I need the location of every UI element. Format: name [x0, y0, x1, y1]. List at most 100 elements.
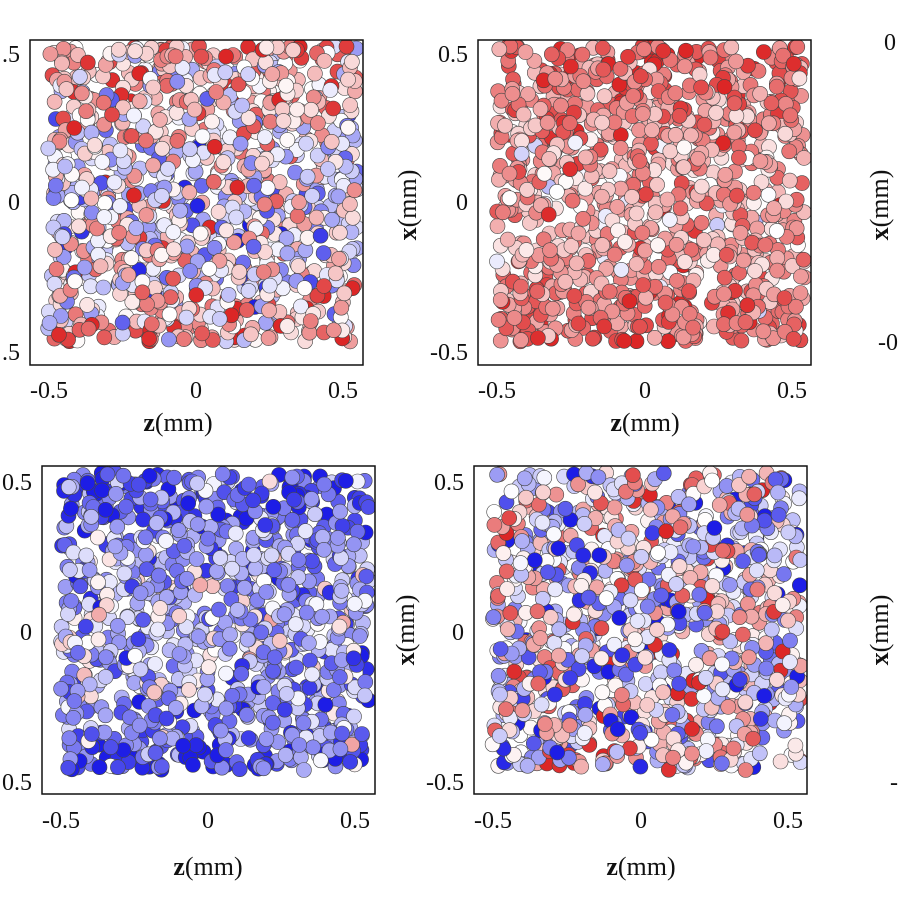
particle-point: [185, 756, 201, 773]
particle-point: [587, 484, 603, 501]
panel-top-left: .5 0 .5 -0.5 0 0.5 z(mm): [2, 39, 364, 437]
particle-point: [747, 263, 763, 279]
particle-point: [211, 311, 228, 327]
particle-point: [278, 77, 294, 94]
particle-point: [230, 76, 247, 93]
particle-point: [758, 635, 774, 652]
particle-point: [593, 620, 610, 637]
x-tick-label: 0.5: [340, 808, 370, 834]
particle-point: [540, 564, 556, 581]
panel-bottom-left: 0.5 0 0.5 -0.5 0 0.5 z(mm): [2, 465, 376, 881]
particle-point: [90, 574, 106, 591]
particle-point: [331, 250, 347, 267]
particle-point: [115, 467, 132, 484]
particle-point: [189, 516, 206, 533]
particle-point: [221, 640, 238, 657]
particle-point: [218, 700, 235, 717]
particle-point: [793, 268, 809, 285]
particle-point: [772, 753, 789, 770]
particle-point: [299, 230, 316, 246]
particle-point: [293, 298, 309, 315]
particle-point: [297, 523, 314, 539]
particle-point: [704, 578, 721, 594]
particle-point: [761, 115, 777, 132]
particle-point: [111, 224, 127, 241]
particle-point: [649, 177, 665, 193]
particle-point: [789, 40, 806, 55]
particle-point: [644, 122, 660, 138]
particle-point: [288, 659, 304, 676]
particle-point: [284, 512, 301, 528]
particle-point: [152, 112, 168, 128]
particle-point: [169, 133, 186, 149]
particle-point: [307, 506, 323, 523]
particle-point: [162, 289, 179, 306]
particle-point: [782, 107, 799, 124]
particle-point: [596, 88, 613, 104]
particle-point: [788, 298, 804, 315]
particle-point: [210, 506, 226, 523]
particle-point: [551, 621, 568, 638]
particle-point: [791, 70, 808, 87]
particle-point: [84, 726, 100, 742]
particle-point: [620, 48, 636, 65]
particle-point: [548, 486, 565, 503]
particle-point: [81, 562, 98, 578]
x-tick-label: -0.5: [30, 378, 68, 404]
particle-point: [228, 209, 244, 226]
particle-point: [130, 476, 147, 493]
particle-point: [317, 696, 334, 713]
particle-point: [737, 762, 754, 778]
particle-point: [192, 577, 209, 593]
particle-point: [346, 182, 363, 198]
particle-point: [291, 194, 307, 210]
x-axis-var: z: [143, 408, 155, 437]
particle-point: [676, 58, 693, 75]
particle-point: [628, 256, 645, 272]
particle-point: [130, 631, 147, 648]
particle-point: [276, 701, 293, 718]
particle-point: [154, 758, 170, 775]
particle-point: [671, 675, 687, 692]
particle-point: [783, 679, 800, 695]
particle-point: [331, 618, 348, 635]
particle-point: [563, 58, 579, 75]
particle-point: [580, 299, 597, 316]
y-tick-label: 0: [20, 620, 32, 646]
particle-point: [344, 53, 360, 70]
particle-point: [277, 747, 294, 763]
particle-point: [745, 730, 761, 747]
particle-point: [618, 666, 634, 683]
particle-point: [234, 97, 250, 114]
particle-point: [114, 314, 131, 331]
particle-point: [610, 222, 626, 239]
particle-point: [40, 140, 57, 157]
particle-point: [506, 310, 523, 326]
particle-point: [550, 540, 567, 557]
particle-point: [503, 483, 520, 500]
scatter-points: [484, 466, 807, 778]
particle-point: [502, 605, 519, 621]
particle-point: [752, 153, 769, 169]
particle-point: [145, 79, 161, 96]
particle-point: [135, 511, 151, 528]
particle-point: [142, 491, 159, 508]
particle-point: [716, 79, 733, 95]
particle-point: [152, 730, 168, 747]
particle-point: [702, 49, 719, 66]
particle-point: [741, 649, 757, 666]
particle-point: [513, 146, 530, 162]
y-axis-var: x: [865, 652, 894, 665]
particle-point: [766, 585, 783, 601]
particle-point: [245, 238, 262, 255]
particle-point: [701, 650, 718, 667]
particle-point: [562, 717, 578, 734]
particle-point: [550, 647, 567, 664]
x-axis-unit: (mm): [185, 852, 243, 881]
particle-point: [233, 665, 250, 682]
particle-point: [179, 238, 195, 255]
particle-point: [664, 306, 681, 323]
particle-point: [518, 489, 534, 506]
particle-point: [135, 611, 151, 628]
particle-point: [536, 165, 553, 182]
